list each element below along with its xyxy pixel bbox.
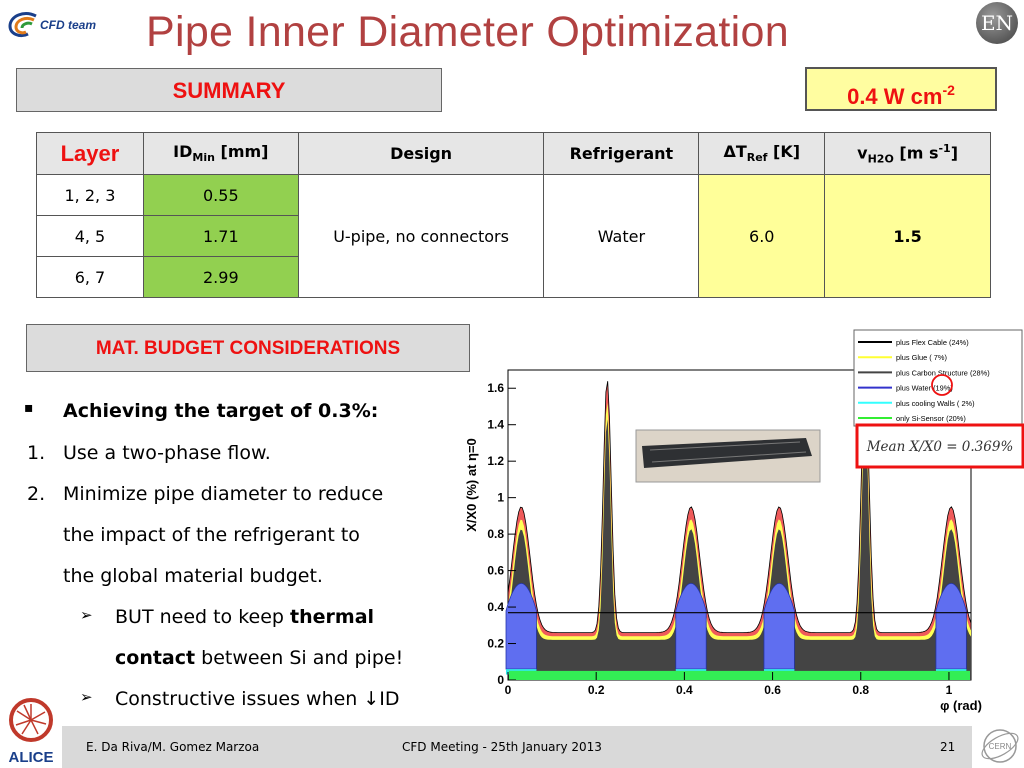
y-tick-label: 0.6 [487, 564, 504, 578]
arrow-bullet-icon: ➢ [80, 606, 93, 624]
page-number: 21 [940, 740, 956, 754]
layer-table: Layer IDMin [mm] Design Refrigerant ΔTRe… [36, 132, 991, 298]
list-item-minimize-line3: the global material budget. [63, 565, 323, 587]
y-tick-label: 0.4 [487, 600, 504, 614]
list-number-2: 2. [27, 483, 46, 505]
legend-label: only Si-Sensor (20%) [896, 414, 966, 423]
cell-design: U-pipe, no connectors [297, 174, 545, 298]
footer-authors: E. Da Riva/M. Gomez Marzoa [86, 740, 260, 754]
y-tick-label: 1.2 [487, 454, 504, 468]
cfd-swirl-icon [8, 12, 37, 38]
col-header-refrigerant: Refrigerant [543, 132, 700, 175]
y-axis-label: X/X0 (%) at η=0 [464, 438, 479, 532]
list-item-two-phase: Use a two-phase flow. [63, 442, 271, 464]
area-water [763, 582, 795, 670]
table-row: 1, 2, 3 0.55 U-pipe, no connectors Water… [36, 174, 991, 298]
cell-id-min: 0.55 [142, 174, 299, 216]
y-tick-label: 0 [497, 673, 504, 687]
x-tick-label: 0.8 [852, 683, 869, 697]
area-water [675, 582, 707, 670]
list-item-minimize-line2: the impact of the refrigerant to [63, 524, 360, 546]
arrow-bullet-icon: ➢ [80, 688, 93, 706]
cell-layer: 6, 7 [36, 256, 144, 298]
area-carbon-structure [508, 419, 971, 680]
cell-id-min: 2.99 [142, 256, 299, 298]
footer-meeting: CFD Meeting - 25th January 2013 [402, 740, 602, 754]
col-header-id-min: IDMin [mm] [142, 132, 299, 175]
sub-item-constructive: Constructive issues when ↓ID [115, 688, 400, 710]
target-exponent: -2 [942, 82, 955, 98]
table-header-row: Layer IDMin [mm] Design Refrigerant ΔTRe… [36, 132, 991, 175]
target-heat-flux: 0.4 W cm-2 [805, 67, 997, 111]
sub-item-thermal-line2: contact between Si and pipe! [115, 647, 404, 669]
cell-id-min: 1.71 [142, 215, 299, 257]
language-badge[interactable]: EN [976, 2, 1018, 44]
cell-velocity: 1.5 [824, 174, 991, 298]
legend-label: plus Water (19%) [896, 384, 953, 393]
col-header-design: Design [297, 132, 545, 175]
square-bullet-icon: ▪ [24, 400, 34, 416]
svg-text:ALICE: ALICE [9, 749, 54, 766]
target-value: 0.4 W cm [847, 84, 943, 109]
y-tick-label: 1.4 [487, 418, 504, 432]
x-tick-label: 0.4 [676, 683, 693, 697]
area-water [505, 582, 537, 670]
cfd-team-label: CFD team [40, 18, 97, 32]
photo-stave [642, 438, 812, 468]
legend-label: plus cooling Walls ( 2%) [896, 399, 975, 408]
list-item-minimize-line1: Minimize pipe diameter to reduce [63, 483, 384, 505]
cell-layer: 4, 5 [36, 215, 144, 257]
area-water [935, 582, 967, 670]
mean-value-box [855, 423, 1024, 469]
sub-item-thermal-line1: BUT need to keep thermal [115, 606, 375, 628]
page-title: Pipe Inner Diameter Optimization [146, 8, 789, 56]
list-number-1: 1. [27, 442, 46, 464]
alice-logo: ALICE [9, 698, 54, 766]
x-tick-label: 1 [946, 683, 953, 697]
mat-budget-heading: MAT. BUDGET CONSIDERATIONS [26, 324, 470, 372]
legend-label: plus Flex Cable (24%) [896, 338, 969, 347]
y-tick-label: 0.8 [487, 527, 504, 541]
col-header-layer: Layer [36, 132, 144, 175]
mean-value-label: Mean X/X0 = 0.369% [866, 439, 1014, 455]
legend-label: plus Glue ( 7%) [896, 353, 947, 362]
summary-heading: SUMMARY [16, 68, 442, 112]
cell-delta-t: 6.0 [698, 174, 826, 298]
highlight-circle [931, 374, 953, 396]
material-budget-plot: 00.20.40.60.811.21.41.60 0.2 0.4 0.6 0.8 1φ (… [464, 329, 1024, 713]
legend-label: plus Carbon Structure (28%) [896, 368, 990, 377]
x-tick-label: 0 [505, 683, 512, 697]
footer-bar: E. Da Riva/M. Gomez Marzoa CFD Meeting -… [62, 726, 972, 768]
legend-box [853, 329, 1023, 427]
x-axis-label: φ (rad) [940, 698, 982, 713]
cfd-team-logo: CFD team [4, 6, 104, 46]
area-si-sensor [509, 670, 970, 680]
col-header-delta-t: ΔTRef [K] [698, 132, 826, 175]
y-tick-label: 1.6 [487, 381, 504, 395]
col-header-velocity: vH2O [m s-1] [824, 132, 991, 175]
photo-stave-lines [649, 441, 807, 463]
svg-text:CERN: CERN [989, 742, 1012, 751]
y-tick-label: 1 [497, 491, 504, 505]
y-tick-label: 0.2 [487, 637, 504, 651]
table-row: 4, 5 1.71 [36, 215, 991, 257]
table-row: 6, 7 2.99 [36, 256, 991, 298]
cell-layer: 1, 2, 3 [36, 174, 144, 216]
x-tick-label: 0.6 [764, 683, 781, 697]
bullet-target: Achieving the target of 0.3%: [63, 400, 379, 422]
cern-logo: CERN [981, 729, 1019, 763]
cell-refrigerant: Water [543, 174, 700, 298]
x-tick-label: 0.2 [588, 683, 605, 697]
